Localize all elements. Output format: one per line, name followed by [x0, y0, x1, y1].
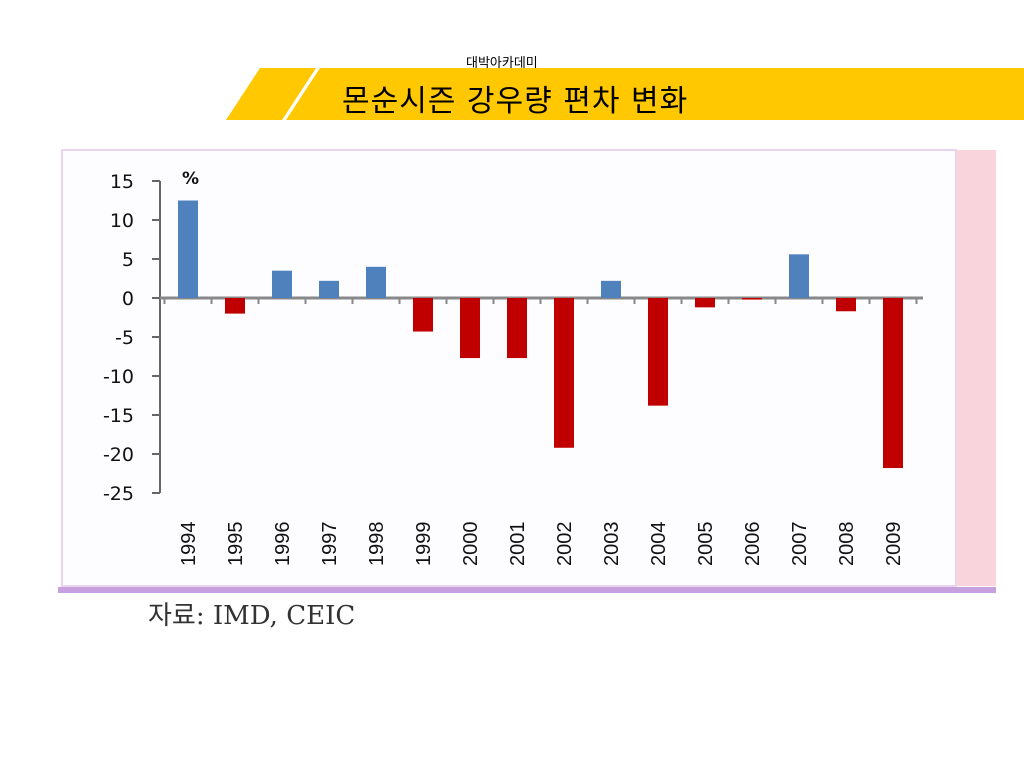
x-tick-label: 2003: [601, 522, 623, 567]
bar: [460, 298, 480, 359]
y-tick-label: 5: [122, 249, 134, 271]
bar: [178, 200, 198, 298]
x-tick-label: 2005: [695, 522, 717, 567]
bar: [695, 298, 715, 308]
bar: [789, 254, 809, 298]
y-tick-label: -10: [103, 366, 134, 388]
x-tick-label: 2008: [836, 522, 858, 567]
source-caption: 자료: IMD, CEIC: [148, 601, 356, 631]
x-tick-label: 1995: [225, 522, 247, 567]
bar: [413, 298, 433, 332]
bar: [225, 298, 245, 314]
chart-bottom-divider: [58, 587, 996, 593]
chart-figure: 15 10 5 0 -5 -10 -15 -20 -25% 1994 1995 1996 1997 199…: [28, 148, 996, 636]
y-tick-label: -5: [115, 327, 134, 349]
y-tick-label: -20: [103, 444, 134, 466]
x-tick-label: 1996: [272, 522, 294, 567]
bar: [648, 298, 668, 406]
rainfall-deviation-chart: 15 10 5 0 -5 -10 -15 -20 -25% 1994 1995 1996 1997 199…: [28, 148, 996, 636]
y-tick-label: -15: [103, 405, 134, 427]
bar: [601, 280, 621, 298]
x-tick-label: 2009: [883, 522, 905, 567]
bar: [742, 298, 762, 300]
chart-marks: 15 10 5 0 -5 -10 -15 -20 -25% 1994 1995 1996 1997 199…: [103, 169, 923, 566]
y-tick-label: -25: [103, 483, 134, 505]
bar: [272, 270, 292, 298]
x-tick-label: 1998: [366, 522, 388, 567]
x-tick-label: 2006: [742, 522, 764, 567]
chart-pink-strip: [956, 150, 996, 586]
bar: [883, 298, 903, 469]
y-tick-label: 0: [122, 288, 134, 310]
x-tick-label: 1997: [319, 522, 341, 567]
bar: [554, 298, 574, 448]
x-tick-label: 2001: [507, 522, 529, 567]
x-tick-label: 1999: [413, 522, 435, 567]
title-banner: [0, 68, 1024, 120]
bar: [366, 266, 386, 298]
bar: [507, 298, 527, 359]
y-tick-label: 10: [110, 210, 134, 232]
brand-label: 대박아카데미: [466, 56, 538, 71]
x-tick-label: 2002: [554, 522, 576, 567]
banner-shape: [226, 68, 1024, 120]
chart-plot-panel: [61, 149, 957, 587]
x-tick-label: 2000: [460, 522, 482, 567]
x-tick-label: 1994: [178, 522, 200, 567]
bar: [319, 280, 339, 298]
page-title: 몬순시즌 강우량 편차 변화: [342, 84, 689, 119]
x-tick-label: 2007: [789, 522, 811, 567]
y-axis-unit-label: %: [182, 169, 199, 189]
y-tick-label: 15: [110, 171, 134, 193]
x-tick-label: 2004: [648, 522, 670, 567]
bar: [836, 298, 856, 312]
